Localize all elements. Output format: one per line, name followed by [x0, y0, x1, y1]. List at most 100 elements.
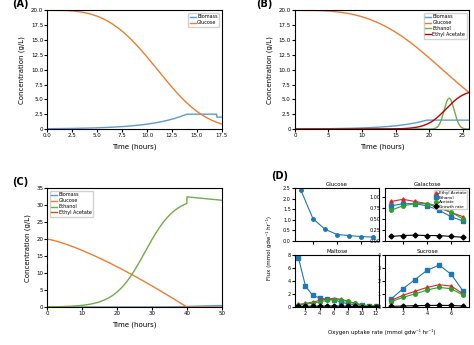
- Ethyl Acetate: [352, 301, 357, 305]
- Line: Ethanol: Ethanol: [389, 202, 465, 223]
- Glucose: [45, 237, 50, 241]
- Ethanol: [324, 297, 329, 301]
- Growth rate: [331, 304, 337, 308]
- Acetate: [352, 302, 357, 306]
- Biomass: [412, 121, 418, 125]
- Biomass: [219, 115, 225, 119]
- Ethyl Acetate: [63, 305, 68, 309]
- Biomass: [63, 127, 68, 131]
- Growth rate: [412, 233, 418, 237]
- Ethyl Acetate: [292, 127, 298, 131]
- Text: (D): (D): [271, 171, 288, 181]
- Biomass: [292, 127, 298, 131]
- Ethanol: [466, 127, 472, 131]
- Legend: Biomass, Glucose, Ethanol, Ethyl Acetate: Biomass, Glucose, Ethanol, Ethyl Acetate: [50, 191, 93, 217]
- Biomass: [431, 118, 437, 122]
- Biomass: [164, 305, 170, 309]
- Acetate: [388, 208, 394, 212]
- Biomass: [428, 118, 434, 122]
- Ethanol: [460, 219, 466, 223]
- Glucose: [310, 8, 316, 12]
- Acetate: [324, 298, 329, 303]
- Acetate: [302, 302, 308, 306]
- Line: Acetate: Acetate: [297, 298, 377, 308]
- Ethanol: [310, 127, 316, 131]
- Acetate: [331, 297, 337, 302]
- Glucose: [181, 97, 186, 101]
- Ethanol: [183, 201, 189, 206]
- Line: Biomass: Biomass: [47, 114, 222, 129]
- Biomass: [45, 127, 50, 131]
- Acetate: [296, 303, 301, 307]
- Ethyl Acetate: [436, 206, 442, 210]
- Growth rate: [400, 234, 406, 238]
- Acetate: [310, 301, 315, 305]
- Acetate: [366, 304, 372, 308]
- Ethyl Acetate: [400, 197, 406, 201]
- Ethanol: [431, 127, 437, 131]
- Glucose: [45, 8, 50, 12]
- X-axis label: Time (hours): Time (hours): [112, 144, 157, 150]
- Line: Growth rate: Growth rate: [297, 304, 377, 308]
- Glucose: [219, 305, 225, 309]
- Text: Oxygen uptake rate (mmol gdw⁻¹ hr⁻¹): Oxygen uptake rate (mmol gdw⁻¹ hr⁻¹): [328, 329, 436, 335]
- Acetate: [424, 201, 430, 206]
- Biomass: [369, 126, 374, 130]
- Ethyl Acetate: [466, 90, 472, 95]
- Ethyl Acetate: [460, 215, 466, 219]
- Ethanol: [412, 127, 418, 131]
- Glucose: [183, 305, 189, 309]
- Glucose: [115, 265, 121, 269]
- Glucose: [164, 79, 170, 83]
- Biomass: [181, 114, 186, 118]
- Ethyl Acetate: [359, 303, 365, 307]
- Biomass: [184, 112, 190, 116]
- Biomass: [466, 118, 472, 122]
- Y-axis label: Concentration (g/L): Concentration (g/L): [24, 214, 31, 282]
- Ethyl Acetate: [366, 304, 372, 308]
- Biomass: [164, 118, 170, 122]
- Growth rate: [345, 304, 350, 308]
- Biomass: [115, 125, 121, 129]
- Glucose: [164, 293, 170, 297]
- Legend: Biomass, Glucose: Biomass, Glucose: [189, 13, 219, 27]
- Growth rate: [338, 304, 344, 308]
- Text: (A): (A): [12, 0, 29, 9]
- Y-axis label: Concentration (g/L): Concentration (g/L): [266, 36, 273, 104]
- Ethyl Acetate: [338, 297, 344, 301]
- Text: (C): (C): [12, 177, 29, 187]
- Glucose: [219, 122, 225, 126]
- Growth rate: [352, 304, 357, 308]
- Line: Ethyl Acetate: Ethyl Acetate: [295, 92, 469, 129]
- Ethyl Acetate: [183, 305, 189, 309]
- Glucose: [428, 57, 434, 61]
- Ethanol: [359, 303, 365, 307]
- Growth rate: [302, 304, 308, 308]
- Glucose: [121, 268, 127, 273]
- Title: Galactose: Galactose: [413, 182, 441, 187]
- Ethyl Acetate: [115, 305, 121, 309]
- Biomass: [115, 305, 121, 309]
- Ethyl Acetate: [369, 127, 374, 131]
- Glucose: [181, 303, 186, 307]
- Line: Glucose: Glucose: [47, 239, 222, 307]
- Ethanol: [447, 96, 452, 100]
- Ethanol: [302, 284, 308, 288]
- Growth rate: [296, 304, 301, 308]
- Ethanol: [115, 289, 121, 293]
- Glucose: [363, 16, 368, 20]
- Ethyl Acetate: [412, 199, 418, 204]
- Ethanol: [412, 201, 418, 206]
- Line: Growth rate: Growth rate: [389, 234, 465, 239]
- Ethanol: [388, 204, 394, 208]
- Acetate: [345, 299, 350, 304]
- Line: Biomass: Biomass: [295, 120, 469, 129]
- Glucose: [115, 26, 121, 30]
- Growth rate: [324, 304, 329, 308]
- Line: Ethanol: Ethanol: [47, 197, 222, 307]
- Ethanol: [428, 127, 434, 131]
- Ethyl Acetate: [181, 305, 186, 309]
- Y-axis label: Concentration (g/L): Concentration (g/L): [19, 36, 26, 104]
- Ethyl Acetate: [388, 199, 394, 204]
- Glucose: [292, 8, 298, 12]
